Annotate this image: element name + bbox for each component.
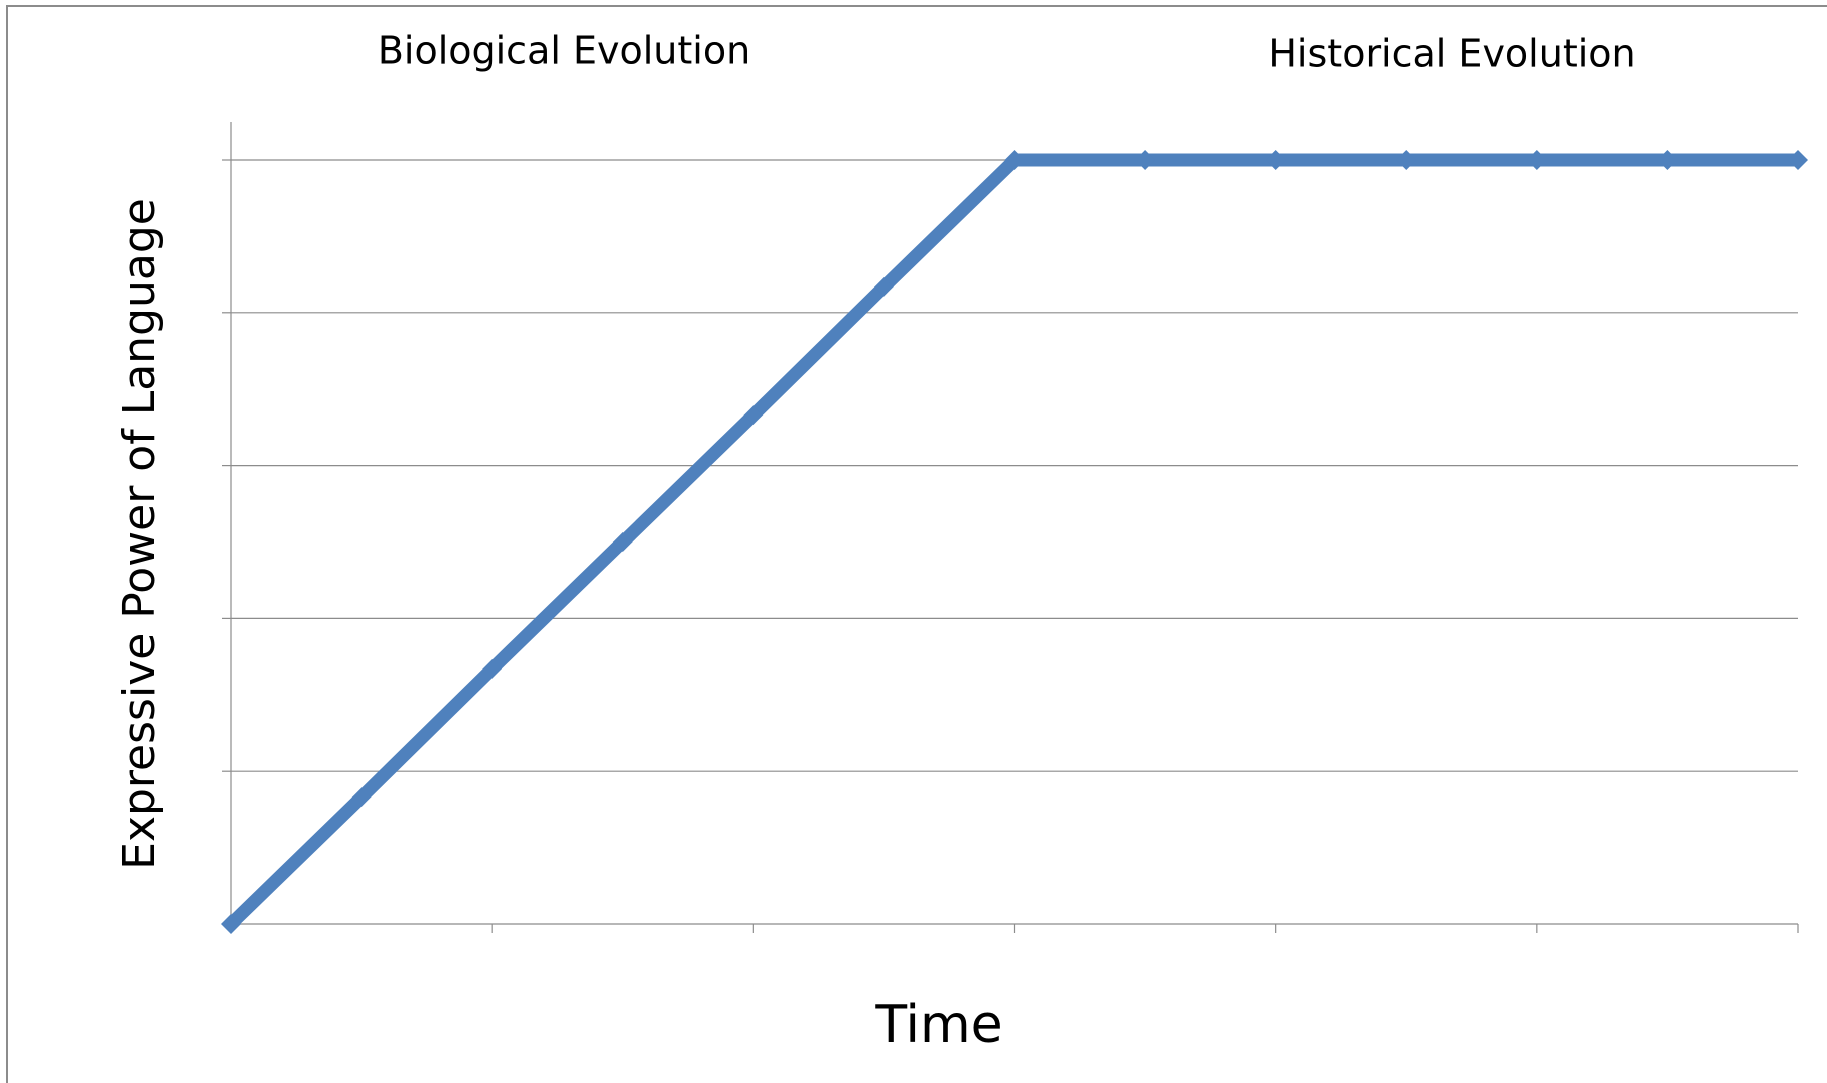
y-axis-label: Expressive Power of Language	[114, 198, 165, 870]
data-point	[1004, 150, 1025, 170]
data-point	[873, 276, 894, 297]
data-point	[482, 658, 503, 679]
data-point	[1135, 150, 1156, 170]
data-point	[351, 787, 372, 808]
annotation: Biological Evolution	[378, 29, 750, 73]
x-axis-label: Time	[874, 995, 1002, 1055]
data-point	[221, 914, 241, 934]
data-point	[743, 405, 764, 426]
data-point	[1526, 150, 1547, 170]
annotation: Historical Evolution	[1268, 32, 1635, 76]
data-point	[612, 532, 633, 552]
data-point	[1788, 150, 1808, 170]
chart-frame	[6, 5, 1827, 1083]
data-point	[1396, 150, 1417, 170]
data-point	[1657, 150, 1678, 170]
data-point	[1265, 150, 1286, 170]
